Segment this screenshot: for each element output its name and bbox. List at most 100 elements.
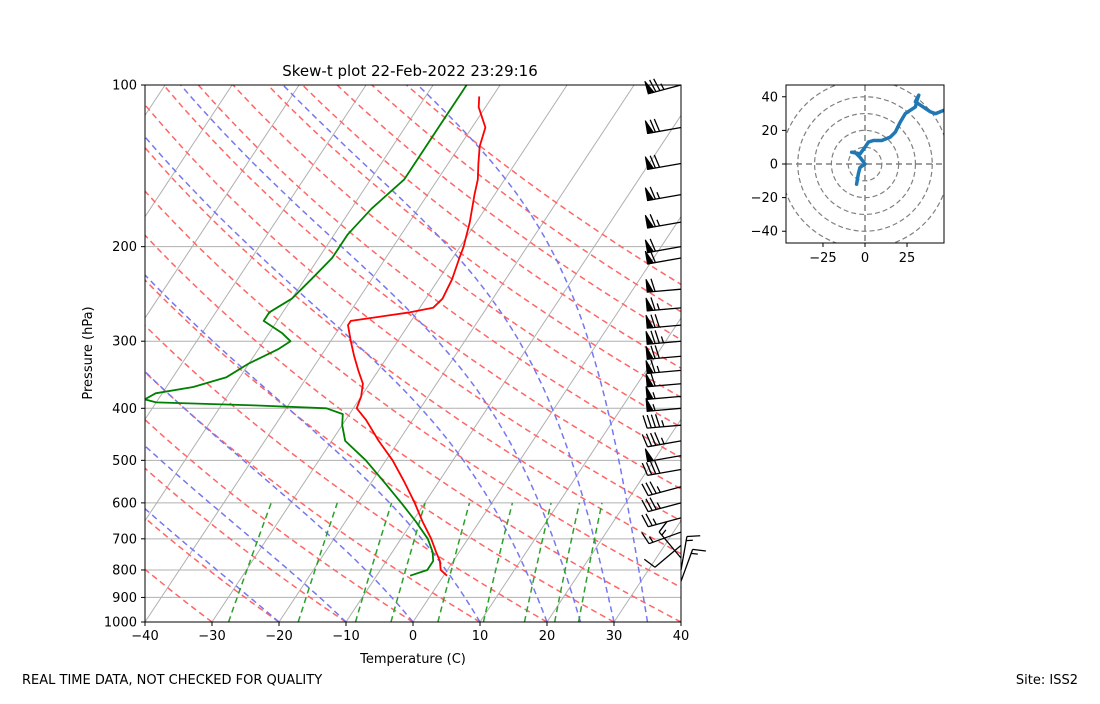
mixing-ratio-line (438, 503, 470, 622)
dry-adiabat (0, 85, 212, 622)
wind-barb-half-feather (691, 553, 698, 554)
wind-barb (645, 214, 681, 228)
moist-adiabat (0, 85, 413, 622)
wind-barb-flag (646, 398, 653, 411)
wind-barb (642, 461, 681, 475)
wind-barb-staff (655, 545, 681, 567)
mixing-ratio-line (229, 503, 272, 622)
wind-barb-feather (655, 461, 660, 473)
y-axis-label: Pressure (hPa) (81, 306, 96, 399)
x-tick-label: −40 (131, 629, 158, 644)
wind-barb-half-feather (661, 336, 663, 342)
y-tick-label: 800 (112, 563, 137, 578)
hodograph-x-tick-label: 0 (861, 251, 869, 266)
hodograph-x-tick-label: −25 (809, 251, 836, 266)
dry-adiabat (164, 85, 949, 622)
y-tick-label: 300 (112, 335, 137, 350)
wind-barb-half-feather (657, 192, 660, 198)
wind-barb-half-feather (653, 519, 656, 525)
wind-barb-half-feather (662, 420, 664, 426)
y-tick-label: 200 (112, 240, 137, 255)
hodograph-y-tick-label: 20 (761, 124, 778, 139)
mixing-ratio-line (391, 503, 425, 622)
y-tick-label: 900 (112, 591, 137, 606)
wind-barb (645, 187, 681, 201)
wind-barb-feather (651, 433, 656, 445)
wind-barb-staff (681, 536, 687, 569)
wind-barb (646, 279, 681, 292)
x-tick-label: −30 (198, 629, 225, 644)
wind-barb (643, 414, 681, 428)
skew-t-plot: Skew-t plot 22-Feb-2022 23:29:16 1002003… (0, 62, 1100, 667)
x-tick-label: 20 (539, 629, 556, 644)
hodograph-y-tick-label: −40 (751, 225, 778, 240)
wind-barb (646, 345, 681, 359)
dry-adiabat (94, 85, 815, 622)
x-axis-label: Temperature (C) (359, 652, 466, 667)
mixing-ratio-line (298, 503, 337, 622)
wind-barb-half-feather (653, 404, 655, 410)
dry-adiabat (198, 85, 1016, 622)
x-tick-label: −10 (332, 629, 359, 644)
y-tick-label: 700 (112, 532, 137, 547)
wind-barb-half-feather (657, 366, 659, 372)
wind-barb (642, 498, 681, 512)
dry-adiabat (372, 85, 1100, 622)
wind-barb (645, 449, 681, 462)
moist-adiabat (418, 85, 648, 622)
wind-barbs (642, 79, 706, 581)
dry-adiabat (268, 85, 1100, 622)
mixing-ratio-line (579, 503, 602, 622)
y-tick-label: 500 (112, 454, 137, 469)
moist-adiabat (0, 85, 480, 622)
wind-barb (681, 536, 700, 570)
isotherm-line (413, 85, 768, 622)
wind-barb-feather (687, 536, 700, 537)
wind-barb (642, 514, 681, 527)
wind-barb-half-feather (661, 438, 664, 444)
wind-barb-feather (647, 415, 651, 428)
wind-barb-flag (645, 81, 654, 94)
hodograph-y-tick-label: −20 (751, 191, 778, 206)
wind-barb-half-feather (657, 303, 659, 309)
mixing-ratio-line (525, 503, 552, 622)
wind-barb-feather (654, 155, 659, 167)
wind-barb-half-feather (657, 220, 660, 226)
wind-barb-feather (654, 119, 659, 131)
wind-barb-feather (651, 415, 655, 428)
dry-adiabat (0, 85, 480, 622)
isotherm-line (0, 85, 31, 622)
wind-barb-flag (645, 121, 653, 134)
wind-barb (645, 250, 681, 264)
wind-barb (646, 360, 681, 373)
wind-barb-half-feather (653, 392, 655, 398)
wind-barb-feather (693, 549, 706, 551)
chart-title: Skew-t plot 22-Feb-2022 23:29:16 (282, 62, 538, 80)
x-tick-label: 30 (606, 629, 623, 644)
x-tick-label: −20 (265, 629, 292, 644)
wind-barb (681, 549, 706, 581)
y-tick-label: 100 (112, 79, 137, 94)
wind-barb-half-feather (657, 486, 660, 492)
x-tick-label: 40 (673, 629, 690, 644)
dry-adiabat (59, 85, 748, 622)
x-tick-label: 0 (409, 629, 417, 644)
y-tick-label: 600 (112, 496, 137, 511)
isotherm-line (145, 85, 500, 622)
wind-barb-feather (643, 415, 647, 428)
wind-barb (646, 297, 681, 310)
wind-barb-half-feather (662, 530, 666, 535)
hodograph-x-tick-label: 25 (899, 251, 916, 266)
wind-barb (646, 398, 681, 411)
wind-barb-flag (645, 251, 653, 264)
wind-barb-flag (645, 215, 653, 228)
isotherm-line (11, 85, 366, 622)
wind-barb-flag (645, 449, 653, 462)
wind-barb-staff (681, 549, 693, 581)
wind-barb-flag (645, 188, 653, 201)
quality-disclaimer: REAL TIME DATA, NOT CHECKED FOR QUALITY (22, 673, 322, 688)
wind-barb (645, 119, 681, 133)
wind-barb-feather (656, 414, 660, 427)
mixing-ratio-line (483, 503, 512, 622)
